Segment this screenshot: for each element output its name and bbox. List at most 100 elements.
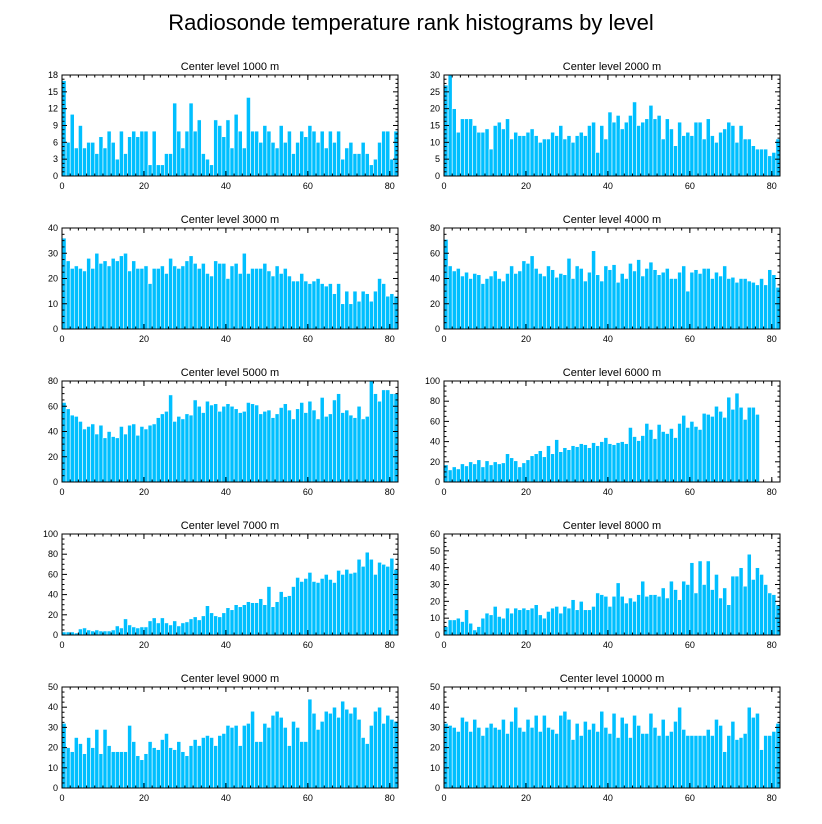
bar	[677, 599, 682, 636]
bar	[254, 404, 259, 483]
bar	[517, 270, 523, 330]
bar	[311, 130, 317, 177]
bar	[591, 250, 596, 330]
bar	[340, 574, 346, 636]
bar	[168, 394, 173, 483]
bar	[336, 570, 341, 636]
bar	[492, 606, 498, 636]
bar	[763, 148, 769, 177]
bar	[554, 606, 560, 636]
bar	[660, 271, 666, 330]
bar	[221, 733, 227, 789]
bar	[119, 255, 124, 330]
bar	[139, 759, 145, 789]
bar	[328, 712, 333, 789]
bar	[705, 118, 711, 177]
bar	[505, 273, 510, 330]
bar	[705, 729, 711, 789]
bar	[472, 273, 478, 330]
y-tick-label: 50	[430, 546, 440, 556]
bar	[583, 721, 588, 789]
bar	[689, 421, 695, 483]
bar	[184, 621, 190, 636]
x-tick-label: 20	[139, 334, 149, 344]
bar	[767, 269, 773, 330]
bar	[225, 278, 231, 330]
bar	[476, 626, 482, 636]
bar	[640, 580, 646, 636]
bar	[632, 601, 637, 636]
bar	[521, 462, 527, 483]
bar	[550, 269, 555, 330]
bar	[660, 431, 666, 483]
bar	[364, 416, 370, 483]
bar	[460, 463, 465, 483]
bar	[332, 399, 337, 483]
bar	[205, 735, 210, 789]
bar	[123, 433, 128, 483]
bar	[344, 569, 350, 636]
bar	[360, 142, 366, 177]
bar	[356, 405, 362, 483]
bar	[714, 405, 719, 483]
bar	[233, 725, 239, 789]
bar	[488, 275, 494, 330]
bar-series	[443, 74, 781, 177]
bar	[619, 595, 625, 636]
bar	[529, 607, 535, 636]
x-tick-label: 60	[303, 640, 313, 650]
bar	[742, 733, 748, 789]
bar	[529, 128, 535, 177]
bar	[623, 121, 629, 177]
bar	[94, 629, 100, 636]
bar	[164, 153, 169, 177]
x-tick-label: 20	[521, 487, 531, 497]
bar	[611, 121, 617, 177]
bar	[488, 148, 494, 177]
x-tick-label: 0	[59, 334, 64, 344]
bar	[164, 410, 169, 483]
bar	[595, 152, 601, 177]
bar	[644, 733, 650, 789]
bar	[237, 130, 243, 177]
bar	[151, 423, 157, 483]
bar	[258, 598, 264, 636]
bar	[443, 84, 449, 177]
bar	[278, 591, 284, 636]
bar	[533, 268, 539, 330]
bar	[381, 563, 387, 636]
bar	[570, 278, 576, 330]
bar	[636, 594, 641, 636]
bar	[266, 586, 272, 636]
bar	[348, 303, 354, 330]
bar	[554, 733, 560, 789]
bar	[82, 627, 87, 636]
bar	[710, 278, 715, 330]
bar	[685, 427, 691, 483]
bar	[364, 743, 370, 789]
bar	[476, 459, 482, 483]
bar	[319, 130, 325, 177]
bar	[759, 278, 764, 330]
bar	[484, 128, 490, 177]
bar	[73, 416, 79, 483]
bar	[106, 630, 112, 636]
bar	[611, 595, 617, 636]
x-tick-label: 40	[221, 334, 231, 344]
bar	[164, 733, 169, 789]
bar	[542, 714, 547, 789]
bar	[648, 105, 654, 177]
bar	[119, 751, 124, 789]
bar	[718, 597, 723, 636]
bar	[295, 577, 300, 636]
panel-title: Center level 9000 m	[181, 673, 279, 685]
bar	[143, 753, 149, 789]
bar	[763, 584, 769, 636]
bar	[542, 138, 547, 177]
bar	[119, 130, 124, 177]
bar	[660, 719, 666, 789]
bar	[82, 147, 87, 177]
bar	[86, 737, 91, 789]
bar	[389, 719, 395, 789]
bar	[488, 464, 494, 483]
